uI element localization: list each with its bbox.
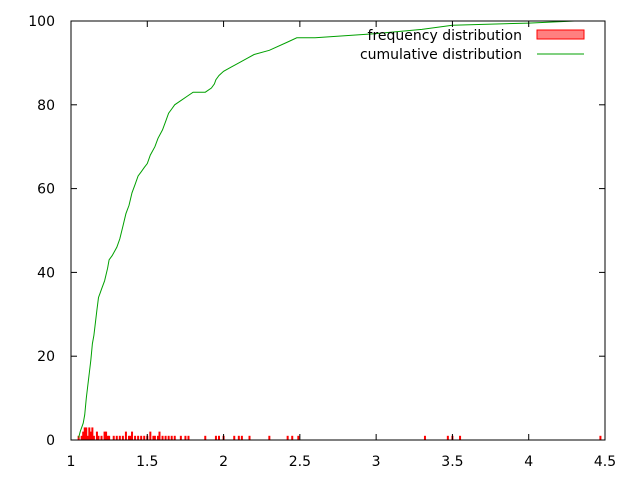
frequency-bar [297, 435, 300, 440]
frequency-bar [80, 435, 83, 440]
frequency-bar [134, 435, 137, 440]
legend-label-cumulative: cumulative distribution [360, 47, 522, 63]
frequency-bar [152, 435, 155, 440]
frequency-bar [100, 435, 103, 440]
frequency-bar [88, 427, 91, 440]
y-tick-label: 80 [37, 98, 55, 114]
frequency-bar [204, 435, 207, 440]
frequency-bar [129, 435, 132, 440]
frequency-bar [286, 435, 289, 440]
x-tick-label: 2.5 [289, 454, 311, 470]
frequency-bar [173, 435, 176, 440]
x-tick-label: 1.5 [136, 454, 158, 470]
x-tick-label: 4.5 [594, 454, 616, 470]
frequency-bar [137, 435, 140, 440]
frequency-bar [237, 435, 240, 440]
frequency-bar [127, 435, 130, 440]
x-axis: 1 1.5 2 2.5 3 3.5 4 4.5 [67, 21, 616, 470]
frequency-bar [97, 435, 100, 440]
legend: frequency distribution cumulative distri… [360, 28, 585, 63]
frequency-bar [156, 435, 159, 440]
frequency-bar [105, 431, 108, 440]
cumulative-line [78, 20, 583, 439]
frequency-bar [140, 435, 143, 440]
frequency-bar [112, 435, 115, 440]
frequency-bar [184, 435, 187, 440]
legend-swatch-frequency [536, 29, 585, 40]
frequency-bar [170, 435, 173, 440]
frequency-bar [91, 427, 94, 440]
frequency-bar [187, 435, 190, 440]
frequency-bar [599, 435, 602, 440]
frequency-bar [217, 435, 220, 440]
frequency-bar [423, 435, 426, 440]
x-tick-label: 1 [67, 454, 76, 470]
y-tick-label: 0 [46, 433, 55, 449]
y-tick-label: 20 [37, 349, 55, 365]
frequency-bar [121, 435, 124, 440]
plot-frame [70, 20, 606, 441]
frequency-bar [291, 435, 294, 440]
frequency-bar [82, 431, 85, 440]
frequency-bar [161, 435, 164, 440]
frequency-bar [92, 435, 95, 440]
frequency-bar [83, 427, 86, 440]
frequency-bar [89, 431, 92, 440]
frequency-bar [108, 435, 111, 440]
frequency-bar [85, 427, 88, 440]
y-tick-label: 40 [37, 265, 55, 281]
frequency-bar [149, 431, 152, 440]
frequency-bar [158, 431, 161, 440]
frequency-bar [248, 435, 251, 440]
legend-label-frequency: frequency distribution [368, 28, 522, 44]
frequency-bar [164, 435, 167, 440]
frequency-bar [143, 435, 146, 440]
x-tick-label: 3.5 [441, 454, 463, 470]
frequency-bars [77, 427, 602, 440]
frequency-bar [153, 435, 156, 440]
frequency-bar [95, 431, 98, 440]
frequency-bar [167, 435, 170, 440]
frequency-bar [103, 431, 106, 440]
x-tick-label: 4 [524, 454, 533, 470]
frequency-bar [115, 435, 118, 440]
frequency-bar [233, 435, 236, 440]
y-axis: 0 20 40 60 80 100 [28, 14, 605, 449]
frequency-bar [214, 435, 217, 440]
frequency-bar [268, 435, 271, 440]
x-tick-label: 2 [219, 454, 228, 470]
frequency-bar [446, 435, 449, 440]
frequency-bar [131, 431, 134, 440]
frequency-bar [179, 435, 182, 440]
x-tick-label: 3 [372, 454, 381, 470]
frequency-bar [106, 435, 109, 440]
frequency-bar [240, 435, 243, 440]
y-tick-label: 60 [37, 182, 55, 198]
frequency-bar [459, 435, 462, 440]
y-tick-label: 100 [28, 14, 55, 30]
frequency-bar [124, 431, 127, 440]
frequency-bar [118, 435, 121, 440]
frequency-bar [86, 435, 89, 440]
